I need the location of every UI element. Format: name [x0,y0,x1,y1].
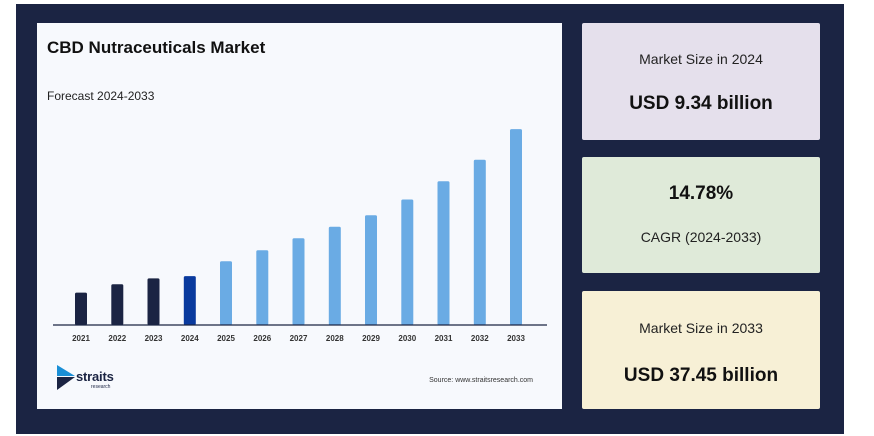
logo-subtext: research [91,384,111,390]
bar-2032 [473,159,486,325]
logo-text: straits [76,369,114,384]
x-tick-label-2031: 2031 [435,334,453,343]
x-tick-label-2033: 2033 [507,334,525,343]
x-tick-label-2029: 2029 [362,334,380,343]
x-tick-label-2028: 2028 [326,334,344,343]
bar-2026 [256,250,269,325]
cagr-value: 14.78% [668,183,734,204]
x-tick-label-2024: 2024 [181,334,199,343]
bar-2029 [365,215,377,325]
bar-2023 [147,278,160,325]
x-tick-label-2021: 2021 [72,334,90,343]
x-tick-label-2025: 2025 [217,334,235,343]
market-size-2033-label: Market Size in 2033 [639,320,763,336]
bar-2024 [183,276,196,325]
bar-2022 [111,284,124,325]
straits-logo-icon [57,365,75,390]
market-size-2033-card: Market Size in 2033 USD 37.45 billion [582,291,820,409]
bar-2033 [510,129,522,325]
source-text: Source: www.straitsresearch.com [429,377,533,384]
market-size-2033-value: USD 37.45 billion [623,365,779,386]
x-tick-label-2032: 2032 [471,334,489,343]
x-tick-label-2023: 2023 [145,334,163,343]
x-tick-label-2026: 2026 [253,334,271,343]
chart-title: CBD Nutraceuticals Market [47,38,266,57]
bar-2021 [75,292,87,325]
market-size-2024-label: Market Size in 2024 [639,51,763,67]
bar-2030 [401,199,414,325]
bar-2028 [328,226,341,325]
chart-subtitle: Forecast 2024-2033 [47,89,155,103]
bar-chart: 2021 2022 2023 2024 2025 2026 2027 2028 2029 2030… [53,129,547,343]
x-tick-label-2022: 2022 [108,334,126,343]
cagr-card: 14.78% CAGR (2024-2033) [582,157,820,273]
straits-logo: straits research [57,365,137,395]
x-tick-label-2030: 2030 [398,334,416,343]
bar-2025 [220,261,232,325]
cagr-label: CAGR (2024-2033) [640,229,762,245]
bar-2031 [437,181,450,325]
chart-panel: CBD Nutraceuticals Market Forecast 2024-… [37,23,562,409]
x-tick-label-2027: 2027 [290,334,308,343]
bar-2027 [292,238,305,325]
market-size-2024-card: Market Size in 2024 USD 9.34 billion [582,23,820,140]
market-size-2024-value: USD 9.34 billion [629,93,773,114]
